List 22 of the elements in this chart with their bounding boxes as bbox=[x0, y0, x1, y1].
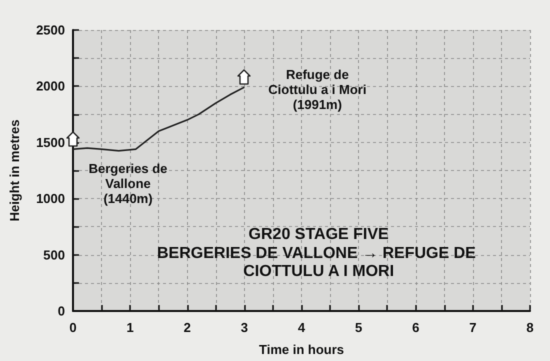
line-series bbox=[72, 86, 246, 152]
x-tick-label: 0 bbox=[69, 320, 77, 335]
x-tick-label: 3 bbox=[240, 320, 248, 335]
y-tick-label: 2000 bbox=[36, 78, 65, 94]
y-axis-title: Height in metres bbox=[7, 120, 22, 222]
text: GR20 STAGE FIVE bbox=[248, 226, 390, 244]
y-tick-label: 1500 bbox=[36, 134, 65, 150]
text: BERGERIES DE VALLONE → REFUGE DE CIOTTULU A I MORI bbox=[156, 245, 480, 280]
x-tick-label: 6 bbox=[412, 320, 420, 335]
annotation: Refuge de Ciottulu a i Mori (1991m) bbox=[268, 67, 366, 112]
y-tick-label: 1000 bbox=[36, 191, 65, 206]
x-tick-label: 2 bbox=[184, 320, 191, 335]
x-tick-label: 5 bbox=[355, 320, 362, 335]
x-tick-label: 1 bbox=[126, 320, 134, 335]
y-tick-label: 500 bbox=[43, 247, 65, 262]
x-tick-label: 4 bbox=[298, 320, 306, 335]
y-tick-label: 2500 bbox=[36, 22, 65, 38]
annotation: Bergeries de Vallone (1440m) bbox=[88, 161, 168, 206]
y-tick-label: 0 bbox=[58, 304, 65, 318]
x-tick-label: 8 bbox=[526, 320, 534, 335]
x-tick-label: 7 bbox=[469, 320, 476, 335]
x-axis-title: Time in hours bbox=[259, 342, 344, 357]
